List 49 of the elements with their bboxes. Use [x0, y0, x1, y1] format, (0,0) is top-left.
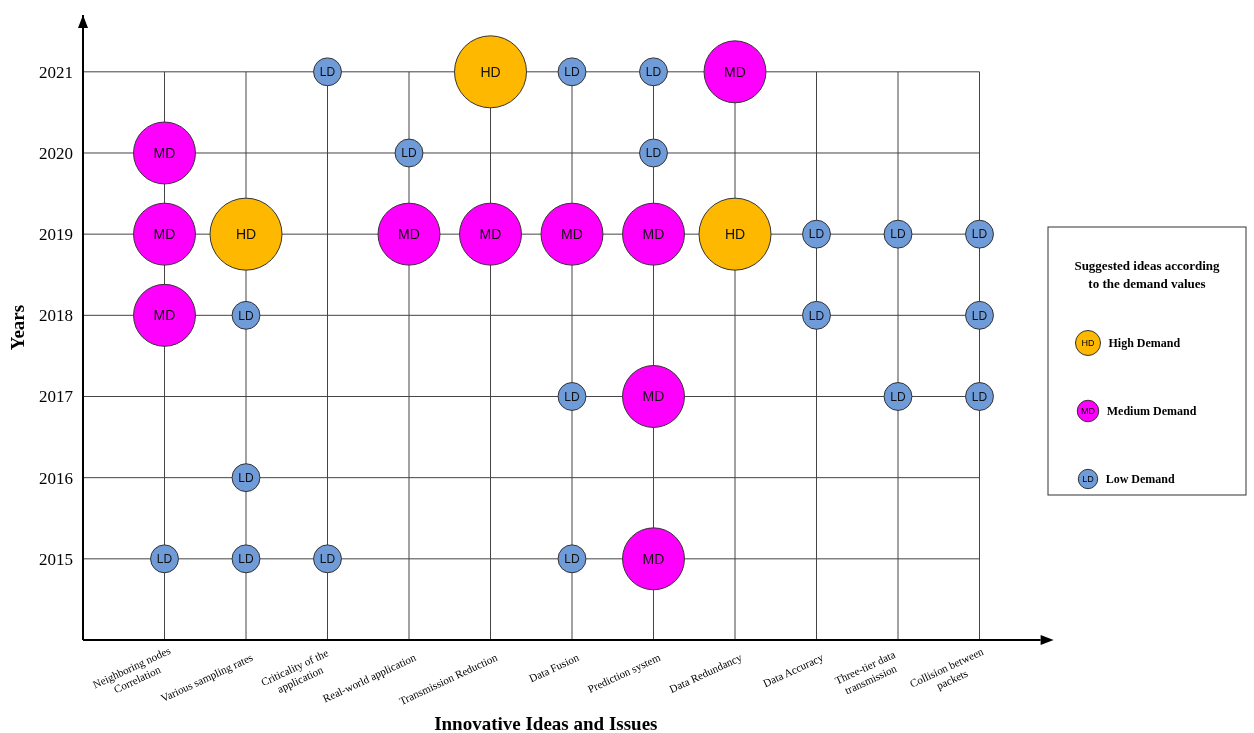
- data-label: MD: [479, 226, 502, 243]
- y-tick-label: 2020: [39, 143, 73, 163]
- data-label: LD: [238, 470, 254, 485]
- data-label: LD: [808, 308, 825, 323]
- data-label: LD: [645, 65, 662, 80]
- data-label: LD: [971, 308, 988, 323]
- data-label: LD: [319, 65, 336, 80]
- data-label: MD: [153, 144, 176, 161]
- data-label: MD: [153, 226, 176, 243]
- data-label: LD: [238, 308, 254, 323]
- text: MD: [1081, 406, 1095, 417]
- data-label: HD: [235, 226, 257, 243]
- data-label: LD: [238, 552, 254, 567]
- data-label: LD: [401, 146, 417, 161]
- legend-label: Low Demand: [1105, 472, 1176, 486]
- data-label: MD: [642, 550, 665, 567]
- data-label: LD: [971, 389, 988, 404]
- data-label: LD: [564, 389, 580, 404]
- data-label: LD: [971, 227, 988, 242]
- data-label: MD: [642, 226, 665, 243]
- y-tick-label: 2016: [39, 468, 73, 488]
- y-tick-label: 2015: [39, 549, 73, 569]
- data-label: HD: [724, 226, 746, 243]
- data-label: LD: [156, 552, 173, 567]
- data-label: MD: [561, 226, 583, 243]
- data-label: LD: [319, 552, 336, 567]
- data-label: LD: [645, 146, 662, 161]
- data-label: MD: [153, 307, 176, 324]
- text: LD: [1082, 474, 1094, 485]
- data-label: MD: [642, 388, 665, 405]
- legend-label: Medium Demand: [1106, 404, 1197, 418]
- data-label: LD: [890, 389, 906, 404]
- data-label: LD: [890, 227, 906, 242]
- y-tick-label: 2018: [39, 306, 73, 326]
- data-label: HD: [480, 63, 501, 80]
- y-axis-title: Years: [7, 304, 28, 351]
- data-label: LD: [808, 227, 825, 242]
- y-tick-label: 2021: [39, 62, 73, 82]
- y-tick-label: 2019: [39, 225, 73, 245]
- data-label: LD: [564, 552, 580, 567]
- data-label: MD: [724, 63, 746, 80]
- x-tick-label: Data Fusion: [527, 650, 581, 685]
- data-label: LD: [564, 65, 580, 80]
- y-tick-label: 2017: [39, 387, 74, 407]
- legend-label: High Demand: [1108, 336, 1181, 350]
- x-axis-title: Innovative Ideas and Issues: [434, 713, 658, 733]
- data-label: MD: [398, 226, 420, 243]
- legend-title: Suggested ideas according to the demand values: [1074, 258, 1221, 291]
- text: HD: [1081, 338, 1095, 349]
